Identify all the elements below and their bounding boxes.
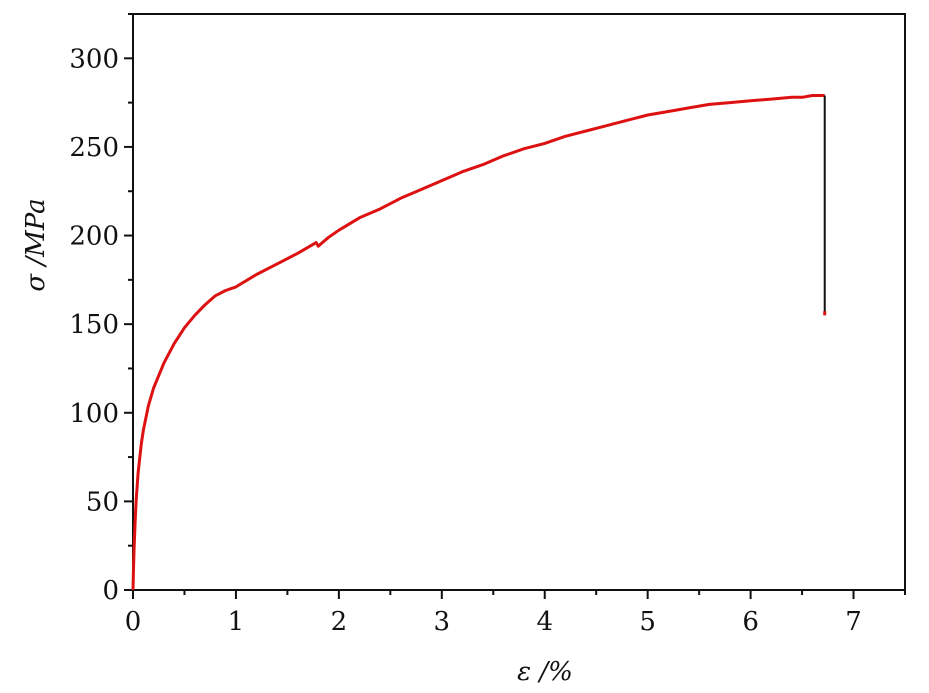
x-tick-label: 2 [331, 607, 348, 637]
y-tick-label: 100 [69, 399, 119, 429]
plot-border [132, 13, 906, 591]
x-tick-label: 1 [228, 607, 245, 637]
stress-strain-curve [131, 94, 825, 591]
x-axis-label: ε /% [517, 657, 573, 687]
y-tick-label: 150 [69, 310, 119, 340]
y-tick-label: 200 [69, 222, 119, 252]
x-tick-label: 4 [536, 607, 553, 637]
series-group [131, 94, 827, 591]
plot-frame [132, 13, 906, 591]
y-axis-label: σ /MPa [21, 198, 51, 291]
x-axis-ticks: 0 1 2 3 4 5 6 7 [125, 590, 906, 637]
x-tick-label: 0 [125, 607, 142, 637]
y-tick-label: 250 [69, 133, 119, 163]
x-tick-label: 5 [639, 607, 656, 637]
x-tick-label: 6 [742, 607, 759, 637]
y-tick-label: 0 [102, 576, 119, 606]
x-tick-label: 7 [845, 607, 862, 637]
y-tick-label: 50 [86, 487, 119, 517]
y-axis-ticks: 0 50 100 150 200 250 300 [69, 13, 133, 606]
y-tick-label: 300 [69, 44, 119, 74]
x-tick-label: 3 [434, 607, 451, 637]
